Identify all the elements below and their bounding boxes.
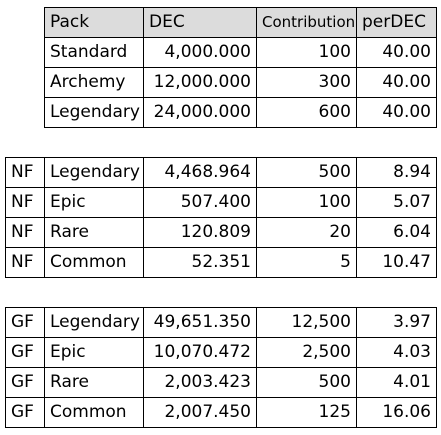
rarity-cell[interactable]: Legendary — [45, 308, 144, 338]
gf-table: GF Legendary 49,651.350 12,500 3.97 GF E… — [5, 307, 437, 428]
table-row: NF Rare 120.809 20 6.04 — [6, 218, 437, 248]
dec-cell[interactable]: 49,651.350 — [144, 308, 257, 338]
nf-table: NF Legendary 4,468.964 500 8.94 NF Epic … — [5, 157, 437, 278]
rarity-cell[interactable]: Epic — [45, 338, 144, 368]
contribution-cell[interactable]: 300 — [257, 68, 357, 98]
table-row: GF Epic 10,070.472 2,500 4.03 — [6, 338, 437, 368]
type-cell[interactable]: NF — [6, 248, 45, 278]
rarity-cell[interactable]: Epic — [45, 188, 144, 218]
contribution-cell[interactable]: 12,500 — [257, 308, 357, 338]
rarity-cell[interactable]: Rare — [45, 368, 144, 398]
perdec-cell[interactable]: 10.47 — [357, 248, 437, 278]
pack-name-cell[interactable]: Legendary — [45, 98, 144, 128]
header-contribution[interactable]: Contribution — [257, 8, 357, 38]
type-cell[interactable]: NF — [6, 188, 45, 218]
contribution-cell[interactable]: 500 — [257, 158, 357, 188]
rarity-cell[interactable]: Legendary — [45, 158, 144, 188]
type-cell[interactable]: GF — [6, 368, 45, 398]
pack-name-cell[interactable]: Archemy — [45, 68, 144, 98]
perdec-cell[interactable]: 6.04 — [357, 218, 437, 248]
table-row: NF Legendary 4,468.964 500 8.94 — [6, 158, 437, 188]
contribution-cell[interactable]: 5 — [257, 248, 357, 278]
perdec-cell[interactable]: 40.00 — [357, 68, 437, 98]
type-cell[interactable]: GF — [6, 398, 45, 428]
perdec-cell[interactable]: 3.97 — [357, 308, 437, 338]
contribution-cell[interactable]: 600 — [257, 98, 357, 128]
packs-table: Pack DEC Contribution perDEC Standard 4,… — [44, 7, 437, 128]
type-cell[interactable]: GF — [6, 338, 45, 368]
table-row: Legendary 24,000.000 600 40.00 — [45, 98, 437, 128]
dec-cell[interactable]: 507.400 — [144, 188, 257, 218]
dec-cell[interactable]: 2,007.450 — [144, 398, 257, 428]
header-pack[interactable]: Pack — [45, 8, 144, 38]
perdec-cell[interactable]: 40.00 — [357, 38, 437, 68]
table-row: GF Legendary 49,651.350 12,500 3.97 — [6, 308, 437, 338]
dec-cell[interactable]: 2,003.423 — [144, 368, 257, 398]
perdec-cell[interactable]: 5.07 — [357, 188, 437, 218]
type-cell[interactable]: NF — [6, 218, 45, 248]
table-row: GF Common 2,007.450 125 16.06 — [6, 398, 437, 428]
rarity-cell[interactable]: Common — [45, 248, 144, 278]
header-dec[interactable]: DEC — [144, 8, 257, 38]
contribution-cell[interactable]: 125 — [257, 398, 357, 428]
dec-cell[interactable]: 52.351 — [144, 248, 257, 278]
perdec-cell[interactable]: 4.03 — [357, 338, 437, 368]
perdec-cell[interactable]: 8.94 — [357, 158, 437, 188]
dec-cell[interactable]: 4,000.000 — [144, 38, 257, 68]
contribution-cell[interactable]: 20 — [257, 218, 357, 248]
type-cell[interactable]: GF — [6, 308, 45, 338]
dec-cell[interactable]: 10,070.472 — [144, 338, 257, 368]
contribution-cell[interactable]: 500 — [257, 368, 357, 398]
dec-cell[interactable]: 24,000.000 — [144, 98, 257, 128]
perdec-cell[interactable]: 40.00 — [357, 98, 437, 128]
rarity-cell[interactable]: Rare — [45, 218, 144, 248]
packs-header-row: Pack DEC Contribution perDEC — [45, 8, 437, 38]
contribution-cell[interactable]: 2,500 — [257, 338, 357, 368]
perdec-cell[interactable]: 16.06 — [357, 398, 437, 428]
dec-cell[interactable]: 12,000.000 — [144, 68, 257, 98]
contribution-cell[interactable]: 100 — [257, 38, 357, 68]
table-row: Standard 4,000.000 100 40.00 — [45, 38, 437, 68]
perdec-cell[interactable]: 4.01 — [357, 368, 437, 398]
dec-cell[interactable]: 120.809 — [144, 218, 257, 248]
type-cell[interactable]: NF — [6, 158, 45, 188]
table-row: GF Rare 2,003.423 500 4.01 — [6, 368, 437, 398]
header-perdec[interactable]: perDEC — [357, 8, 437, 38]
dec-cell[interactable]: 4,468.964 — [144, 158, 257, 188]
pack-name-cell[interactable]: Standard — [45, 38, 144, 68]
contribution-cell[interactable]: 100 — [257, 188, 357, 218]
rarity-cell[interactable]: Common — [45, 398, 144, 428]
table-row: NF Common 52.351 5 10.47 — [6, 248, 437, 278]
table-row: Archemy 12,000.000 300 40.00 — [45, 68, 437, 98]
table-row: NF Epic 507.400 100 5.07 — [6, 188, 437, 218]
